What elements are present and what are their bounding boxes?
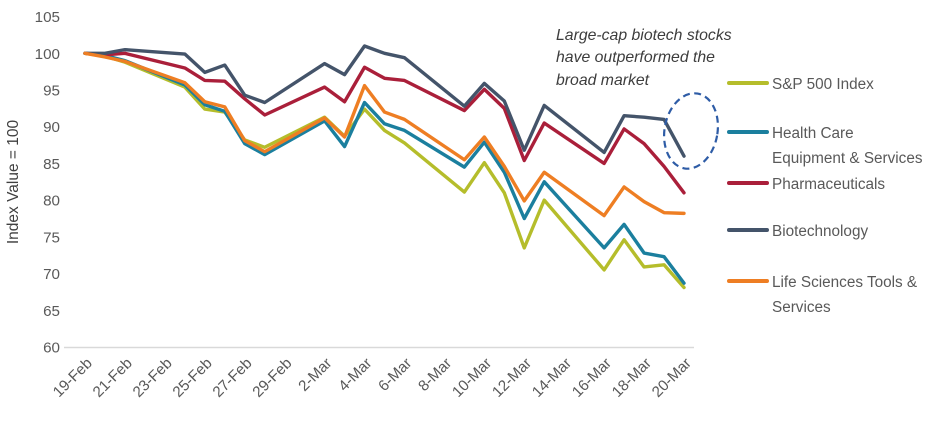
x-tick-label: 25-Feb: [170, 355, 216, 401]
highlight-ellipse: [662, 92, 720, 170]
legend-item-life-sciences-tools-services: Life Sciences Tools & Services: [727, 271, 939, 320]
legend-swatch-biotechnology: [727, 228, 769, 232]
x-tick-label: 29-Feb: [249, 355, 295, 401]
y-tick-label: 75: [43, 229, 60, 246]
series-line-s-p-500-index: [83, 51, 686, 290]
series-line-life-sciences-tools-services: [83, 51, 686, 218]
legend: S&P 500 Index Health Care Equipment & Ser…: [727, 0, 939, 423]
legend-swatch-life-sciences: [727, 279, 769, 283]
y-tick-label: 95: [43, 83, 60, 100]
legend-item-biotechnology: Biotechnology: [727, 220, 939, 245]
legend-label: Life Sciences Tools & Services: [772, 274, 918, 316]
y-tick-label: 80: [43, 193, 60, 210]
x-tick-label: 19-Feb: [50, 355, 96, 401]
x-tick-label: 4-Mar: [335, 355, 375, 395]
y-tick-label: 60: [43, 340, 60, 357]
x-tick-label: 23-Feb: [130, 355, 176, 401]
legend-item-sp500: S&P 500 Index: [727, 73, 939, 98]
legend-swatch-health-care: [727, 130, 769, 134]
y-tick-label: 100: [35, 46, 60, 63]
x-tick-label: 21-Feb: [90, 355, 136, 401]
series-line-pharmaceuticals: [83, 51, 686, 195]
y-tick-label: 85: [43, 156, 60, 173]
x-tick-label: 20-Mar: [649, 355, 695, 401]
x-tick-label: 10-Mar: [449, 355, 495, 401]
legend-swatch-sp500: [727, 81, 769, 85]
y-tick-label: 70: [43, 266, 60, 283]
legend-item-pharmaceuticals: Pharmaceuticals: [727, 173, 939, 198]
x-tick-label: 2-Mar: [295, 355, 335, 395]
y-tick-label: 105: [35, 9, 60, 26]
series-line-health-care-equipment-services: [83, 51, 686, 285]
annotation-line: Large-cap biotech stocks: [556, 27, 732, 44]
annotation-line: have outperformed the: [556, 49, 715, 67]
x-tick-label: 6-Mar: [375, 355, 415, 395]
legend-label: S&P 500 Index: [772, 76, 874, 93]
annotation-line: broad market: [556, 71, 650, 89]
legend-label: Pharmaceuticals: [772, 176, 886, 193]
series-line-biotechnology: [83, 44, 686, 158]
legend-item-health-care-equipment-services: Health Care Equipment & Services: [727, 122, 939, 171]
legend-label: Biotechnology: [772, 223, 869, 240]
x-tick-label: 27-Feb: [210, 355, 256, 401]
x-tick-label: 16-Mar: [569, 355, 615, 401]
legend-swatch-pharmaceuticals: [727, 181, 769, 185]
x-tick-label: 12-Mar: [489, 355, 535, 401]
x-tick-label: 18-Mar: [609, 355, 655, 401]
chart-annotation: Large-cap biotech stocks have outperform…: [556, 25, 756, 92]
y-tick-label: 90: [43, 119, 60, 136]
x-tick-label: 14-Mar: [529, 355, 575, 401]
y-tick-label: 65: [43, 303, 60, 320]
legend-label: Health Care Equipment & Services: [772, 125, 923, 167]
